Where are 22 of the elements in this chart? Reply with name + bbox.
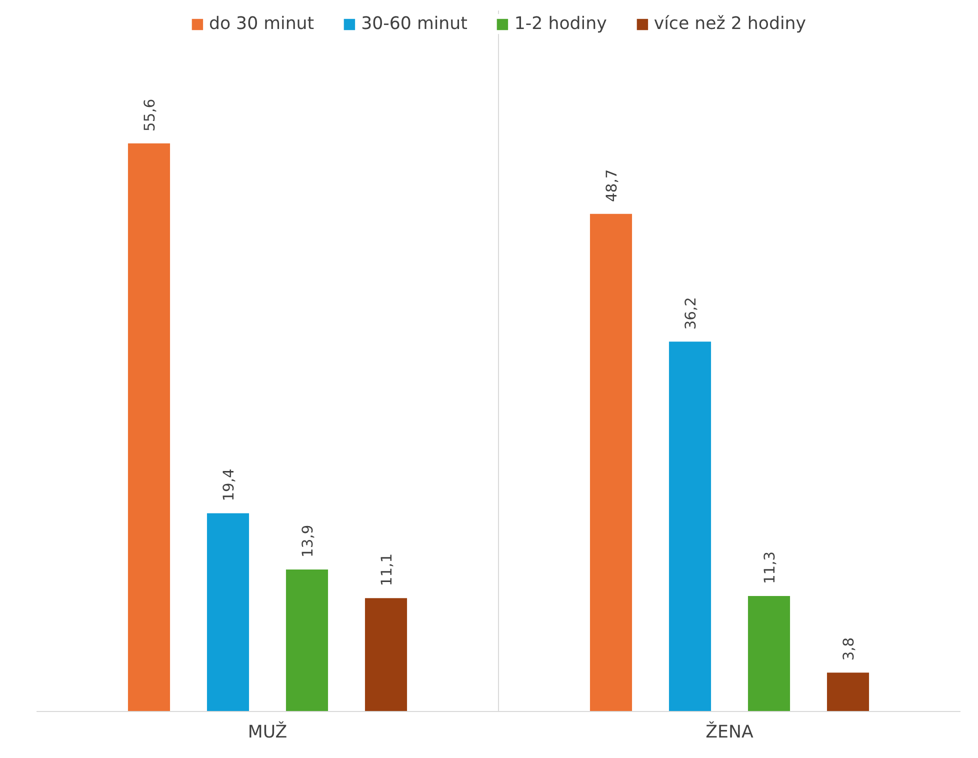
data-label: 55,6 — [141, 98, 158, 132]
data-label: 36,2 — [682, 297, 700, 330]
data-label: 11,3 — [762, 551, 778, 584]
x-tick-label: ŽENA — [706, 720, 754, 742]
data-label: 11,1 — [378, 553, 396, 586]
legend-label: do 30 minut — [208, 14, 314, 34]
bar — [748, 596, 790, 712]
bar — [590, 214, 632, 712]
bar — [826, 672, 870, 712]
legend-label: více než 2 hodiny — [654, 14, 806, 34]
x-tick-label: MUŽ — [248, 720, 288, 742]
bar — [206, 513, 250, 712]
data-label: 3,8 — [840, 637, 858, 661]
bar — [668, 342, 712, 712]
data-label: 13,9 — [300, 524, 316, 558]
data-label: 19,4 — [220, 468, 238, 502]
legend-label: 30-60 minut — [361, 14, 468, 34]
bar — [128, 143, 170, 712]
bar — [364, 598, 408, 712]
data-label: 48,7 — [603, 169, 620, 202]
legend-label: 1-2 hodiny — [514, 14, 607, 34]
bar — [286, 569, 328, 712]
